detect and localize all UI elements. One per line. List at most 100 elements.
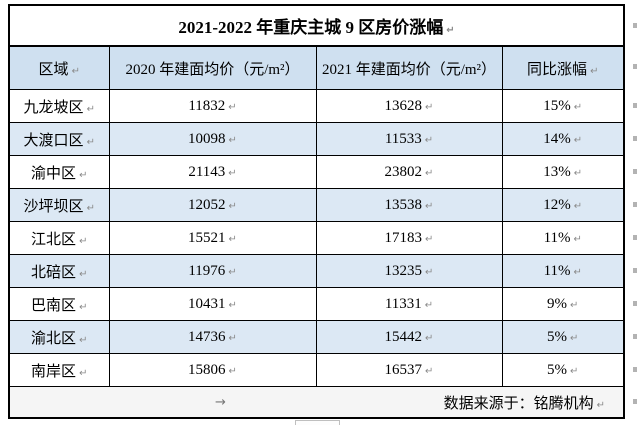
- col-header-district[interactable]: 区域 ↵: [8, 45, 110, 90]
- pilcrow-icon: ↵: [573, 101, 583, 113]
- table-row: 渝中区 ↵ 21143 ↵ 23802 ↵ 13% ↵: [8, 155, 625, 189]
- table-row: 巴南区 ↵ 10431 ↵ 11331 ↵ 9% ↵: [8, 287, 625, 321]
- pilcrow-icon: ↵: [425, 266, 434, 278]
- pilcrow-icon: ↵: [228, 299, 237, 311]
- cell-price-2020[interactable]: 15521 ↵: [108, 221, 317, 255]
- pilcrow-icon: ↵: [570, 365, 579, 377]
- pilcrow-icon: ↵: [590, 65, 599, 77]
- col-header-yoy[interactable]: 同比涨幅 ↵: [501, 45, 625, 90]
- table-row: 九龙坡区 ↵ 11832 ↵ 13628 ↵ 15% ↵: [8, 89, 625, 123]
- table-row: 北碚区 ↵ 11976 ↵ 13235 ↵ 11% ↵: [8, 254, 625, 288]
- pilcrow-icon: ↵: [446, 25, 455, 36]
- cell-price-2021[interactable]: 23802 ↵: [315, 155, 503, 189]
- table-row: 南岸区 ↵ 15806 ↵ 16537 ↵ 5% ↵: [8, 353, 625, 387]
- row-end-mark: [633, 334, 637, 339]
- pilcrow-icon: ↵: [71, 65, 80, 77]
- pilcrow-icon: ↵: [573, 233, 582, 245]
- cell-price-2021[interactable]: 15442 ↵: [315, 320, 503, 354]
- cell-price-2020[interactable]: 10431 ↵: [108, 287, 317, 321]
- cell-yoy[interactable]: 12% ↵: [501, 188, 625, 222]
- source-cell[interactable]: → 数据来源于：铭腾机构 ↵: [8, 386, 625, 419]
- cell-district[interactable]: 渝中区 ↵: [8, 155, 110, 189]
- pilcrow-icon: ↵: [228, 266, 237, 278]
- cell-yoy[interactable]: 11% ↵: [501, 221, 625, 255]
- pilcrow-icon: ↵: [425, 101, 434, 113]
- cell-district[interactable]: 沙坪坝区 ↵: [8, 188, 110, 222]
- pilcrow-icon: ↵: [424, 299, 434, 311]
- row-end-mark: [633, 64, 637, 69]
- cell-district[interactable]: 北碚区 ↵: [8, 254, 110, 288]
- table-footer-row: → 数据来源于：铭腾机构 ↵: [8, 386, 625, 419]
- col-header-label: 区域: [38, 61, 69, 78]
- cell-price-2021[interactable]: 17183 ↵: [315, 221, 503, 255]
- cell-price-2020[interactable]: 12052 ↵: [108, 188, 317, 222]
- cell-yoy[interactable]: 5% ↵: [501, 353, 625, 387]
- price-table: 2021-2022 年重庆主城 9 区房价涨幅 ↵ 区域 ↵ 2020 年建面均价（…: [8, 4, 625, 419]
- table-header-row: 区域 ↵ 2020 年建面均价（元/m²） 2021 年建面均价（元/m²） 同比…: [8, 45, 625, 90]
- cell-district[interactable]: 渝北区 ↵: [8, 320, 110, 354]
- table-row: 渝北区 ↵ 14736 ↵ 15442 ↵ 5% ↵: [8, 320, 625, 354]
- cell-yoy[interactable]: 14% ↵: [501, 122, 625, 156]
- cell-price-2021[interactable]: 11533 ↵: [315, 122, 503, 156]
- pilcrow-icon: ↵: [79, 301, 88, 313]
- data-source-text: 数据来源于：铭腾机构: [443, 395, 594, 412]
- cell-price-2020[interactable]: 15806 ↵: [108, 353, 317, 387]
- cell-price-2020[interactable]: 11976 ↵: [108, 254, 317, 288]
- pilcrow-icon: ↵: [425, 233, 434, 245]
- col-header-price-2020[interactable]: 2020 年建面均价（元/m²）: [108, 45, 317, 90]
- pilcrow-icon: ↵: [228, 200, 237, 212]
- cell-yoy[interactable]: 9% ↵: [501, 287, 625, 321]
- cell-price-2020[interactable]: 11832 ↵: [108, 89, 317, 123]
- pilcrow-icon: ↵: [86, 103, 95, 115]
- row-end-mark: [633, 399, 637, 404]
- page-edge-box: [295, 420, 340, 425]
- cell-yoy[interactable]: 13% ↵: [501, 155, 625, 189]
- row-end-mark: [633, 367, 637, 372]
- table-row: 大渡口区 ↵ 10098 ↵ 11533 ↵ 14% ↵: [8, 122, 625, 156]
- pilcrow-icon: ↵: [573, 167, 583, 179]
- row-end-mark: [633, 235, 637, 240]
- table-row: 江北区 ↵ 15521 ↵ 17183 ↵ 11% ↵: [8, 221, 625, 255]
- row-end-mark: [633, 136, 637, 141]
- cell-price-2021[interactable]: 11331 ↵: [315, 287, 503, 321]
- pilcrow-icon: ↵: [573, 266, 582, 278]
- pilcrow-icon: ↵: [573, 200, 583, 212]
- pilcrow-icon: ↵: [570, 332, 579, 344]
- cell-district[interactable]: 江北区 ↵: [8, 221, 110, 255]
- pilcrow-icon: ↵: [228, 134, 237, 146]
- page-title: 2021-2022 年重庆主城 9 区房价涨幅: [178, 18, 444, 37]
- pilcrow-icon: ↵: [228, 101, 237, 113]
- pilcrow-icon: ↵: [596, 399, 605, 411]
- cell-district[interactable]: 大渡口区 ↵: [8, 122, 110, 156]
- cell-price-2021[interactable]: 16537 ↵: [315, 353, 503, 387]
- cell-price-2021[interactable]: 13628 ↵: [315, 89, 503, 123]
- pilcrow-icon: ↵: [228, 332, 237, 344]
- row-end-mark: [633, 103, 637, 108]
- col-header-label: 2020 年建面均价（元/m²）: [125, 61, 300, 78]
- cell-price-2021[interactable]: 13538 ↵: [315, 188, 503, 222]
- table-title-cell[interactable]: 2021-2022 年重庆主城 9 区房价涨幅 ↵: [8, 4, 625, 47]
- cell-price-2021[interactable]: 13235 ↵: [315, 254, 503, 288]
- cell-district[interactable]: 南岸区 ↵: [8, 353, 110, 387]
- table-title-row: 2021-2022 年重庆主城 9 区房价涨幅 ↵: [8, 4, 625, 47]
- pilcrow-icon: ↵: [86, 202, 95, 214]
- cell-yoy[interactable]: 15% ↵: [501, 89, 625, 123]
- cell-price-2020[interactable]: 10098 ↵: [108, 122, 317, 156]
- pilcrow-icon: ↵: [573, 134, 583, 146]
- pilcrow-icon: ↵: [79, 268, 88, 280]
- cell-yoy[interactable]: 11% ↵: [501, 254, 625, 288]
- cell-yoy[interactable]: 5% ↵: [501, 320, 625, 354]
- tab-arrow-icon: →: [215, 395, 226, 410]
- col-header-price-2021[interactable]: 2021 年建面均价（元/m²）: [315, 45, 503, 90]
- pilcrow-icon: ↵: [79, 235, 88, 247]
- pilcrow-icon: ↵: [228, 167, 237, 179]
- cell-price-2020[interactable]: 21143 ↵: [108, 155, 317, 189]
- cell-district[interactable]: 九龙坡区 ↵: [8, 89, 110, 123]
- pilcrow-icon: ↵: [86, 136, 95, 148]
- row-end-mark: [633, 301, 637, 306]
- row-end-mark: [633, 23, 637, 28]
- cell-district[interactable]: 巴南区 ↵: [8, 287, 110, 321]
- pilcrow-icon: ↵: [570, 299, 579, 311]
- cell-price-2020[interactable]: 14736 ↵: [108, 320, 317, 354]
